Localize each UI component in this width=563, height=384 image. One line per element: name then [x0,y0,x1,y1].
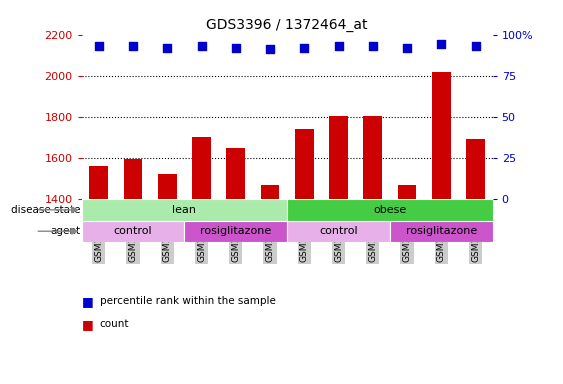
Bar [82,199,287,220]
Bar [466,139,485,199]
Bar [261,185,279,199]
Bar [287,220,390,242]
Title: GDS3396 / 1372464_at: GDS3396 / 1372464_at [207,18,368,32]
Point [231,45,240,51]
Bar [90,166,108,199]
Bar [432,71,450,199]
Bar [363,116,382,199]
Point [437,41,446,48]
Text: lean: lean [172,205,196,215]
Bar [295,129,314,199]
Text: rosiglitazone: rosiglitazone [200,226,271,236]
Text: control: control [114,226,153,236]
Point [266,46,275,53]
Point [128,43,137,49]
Text: obese: obese [373,205,406,215]
Text: count: count [100,319,129,329]
Bar [287,199,493,220]
Point [94,43,103,49]
Bar [390,220,493,242]
Bar [82,220,185,242]
Point [334,43,343,49]
Text: agent: agent [51,226,81,236]
Text: ■: ■ [82,318,93,331]
Text: ■: ■ [82,295,93,308]
Text: control: control [319,226,358,236]
Point [403,45,412,51]
Point [197,43,206,49]
Point [471,43,480,49]
Bar [226,148,245,199]
Text: percentile rank within the sample: percentile rank within the sample [100,296,275,306]
Text: disease state: disease state [11,205,81,215]
Bar [185,220,287,242]
Point [368,43,377,49]
Bar [158,174,177,199]
Point [163,45,172,51]
Bar [329,116,348,199]
Text: rosiglitazone: rosiglitazone [405,226,477,236]
Bar [124,159,142,199]
Bar [192,137,211,199]
Point [300,45,309,51]
Bar [397,185,417,199]
